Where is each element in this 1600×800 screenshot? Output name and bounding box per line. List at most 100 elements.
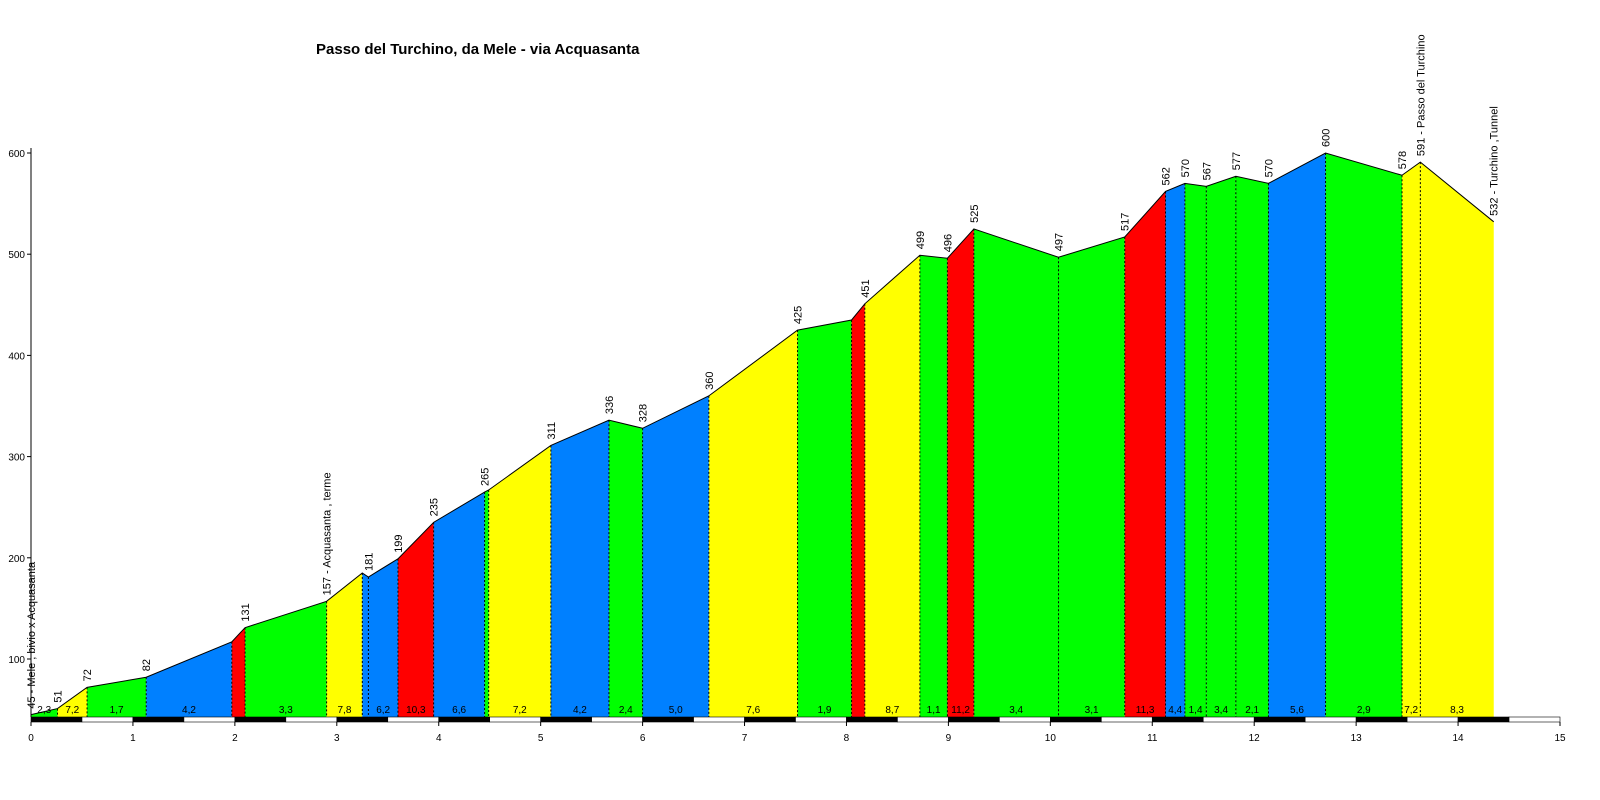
distance-scale-block	[1253, 716, 1306, 723]
gradient-label: 1,7	[110, 705, 124, 716]
elevation-label: 328	[638, 404, 650, 422]
gradient-label: 2,3	[37, 705, 51, 716]
elevation-label: 45 - Mele , bivio x Acquasanta	[26, 561, 38, 709]
distance-scale-block	[132, 716, 185, 723]
profile-segment	[245, 601, 327, 717]
elevation-label: 82	[141, 659, 153, 671]
x-tick-label: 0	[28, 733, 34, 744]
elevation-label: 600	[1321, 129, 1333, 147]
profile-segment	[368, 558, 398, 717]
elevation-label: 360	[704, 372, 716, 390]
profile-segment	[1058, 236, 1125, 717]
x-tick-label: 11	[1147, 733, 1158, 744]
profile-segment	[231, 627, 246, 717]
profile-segment	[1420, 162, 1494, 717]
profile-segment	[708, 330, 798, 717]
elevation-label: 451	[860, 279, 872, 297]
distance-scale-block	[285, 716, 338, 723]
elevation-label: 131	[240, 603, 252, 621]
elevation-label: 578	[1397, 151, 1409, 169]
profile-segment	[1184, 183, 1207, 718]
profile-line	[30, 152, 1495, 716]
profile-segment	[919, 255, 948, 717]
profile-segment	[1206, 176, 1236, 717]
distance-scale-block	[1508, 716, 1561, 723]
profile-outline	[30, 152, 1495, 716]
profile-segment	[488, 445, 551, 717]
chart-title: Passo del Turchino, da Mele - via Acquas…	[316, 41, 640, 58]
y-tick-label: 200	[8, 554, 25, 565]
gradient-label: 5,6	[1290, 705, 1304, 716]
gradient-label: 7,8	[337, 705, 351, 716]
distance-scale-block	[642, 716, 694, 723]
profile-segment	[1124, 191, 1166, 717]
distance-scale-block	[234, 716, 287, 723]
x-tick-label: 5	[538, 733, 544, 744]
elevation-label: 336	[604, 396, 616, 414]
x-tick-label: 14	[1453, 733, 1465, 744]
distance-scale-block	[81, 716, 134, 723]
gradient-label: 7,2	[1404, 705, 1418, 716]
x-tick-label: 8	[844, 733, 850, 744]
gradient-label: 10,3	[406, 705, 426, 716]
elevation-label: 425	[793, 306, 805, 324]
gradient-label: 5,0	[669, 705, 683, 716]
distance-scale-block	[489, 716, 541, 723]
x-tick-label: 13	[1351, 733, 1363, 744]
profile-segment	[362, 572, 369, 717]
elevation-label: 235	[429, 498, 441, 516]
gradient-label: 4,2	[573, 705, 587, 716]
x-tick-label: 2	[232, 733, 238, 744]
elevation-label: 497	[1053, 233, 1065, 251]
gradient-label: 2,9	[1357, 705, 1371, 716]
distance-scale-block	[744, 716, 796, 723]
elevation-label: 157 - Acquasanta , terme	[322, 472, 334, 595]
gradient-label: 3,1	[1085, 705, 1099, 716]
distance-scale-block	[30, 716, 83, 723]
x-tick-label: 1	[130, 733, 136, 744]
gradient-label: 3,4	[1009, 705, 1023, 716]
profile-segment	[31, 708, 58, 717]
gradient-label: 8,7	[885, 705, 899, 716]
profile-segment	[57, 687, 88, 717]
elevation-label: 181	[363, 553, 375, 571]
x-tick-label: 3	[334, 733, 340, 744]
elevation-label: 567	[1201, 162, 1213, 180]
distance-scale-block	[897, 716, 949, 723]
x-tick-label: 15	[1554, 733, 1566, 744]
gradient-label: 11,3	[1136, 705, 1155, 716]
x-tick-label: 10	[1045, 733, 1057, 744]
elevation-label: 562	[1161, 167, 1173, 185]
profile-segment	[146, 641, 232, 717]
elevation-labels: 45 - Mele , bivio x Acquasanta 51 72 82 131 1…	[26, 34, 1501, 708]
profile-segment	[947, 228, 974, 717]
elevation-label: 577	[1231, 152, 1243, 170]
distance-scale-block	[693, 716, 745, 723]
distance-scale-block	[1101, 716, 1153, 723]
profile-segment	[87, 677, 147, 717]
profile-segment	[864, 255, 920, 717]
segment-dividers	[57, 153, 1421, 717]
distance-scale-block	[591, 716, 643, 723]
profile-segments	[31, 153, 1494, 718]
y-tick-label: 500	[8, 250, 25, 261]
x-tick-label: 6	[640, 733, 646, 744]
elevation-label: 591 - Passo del Turchino	[1415, 34, 1427, 156]
gradient-label: 1,1	[927, 705, 941, 716]
distance-scale-block	[1304, 716, 1357, 723]
profile-segment	[1268, 153, 1326, 717]
gradient-labels: 2,3 7,2 1,7 4,2 3,3 7,8 6,2 10,3 6,6 7,2 4,2 2,4 5,0…	[37, 705, 1464, 716]
profile-segment	[1235, 176, 1269, 717]
gradient-label: 7,6	[746, 705, 760, 716]
y-tick-label: 600	[8, 149, 25, 160]
distance-scale-block	[183, 716, 236, 723]
profile-segment	[550, 420, 609, 717]
distance-scale-block	[999, 716, 1051, 723]
distance-scale-block	[1355, 716, 1408, 723]
distance-scale-block	[1202, 716, 1255, 723]
gradient-label: 7,2	[513, 705, 527, 716]
y-tick-label: 100	[8, 655, 25, 666]
distance-scale-block	[846, 716, 898, 723]
